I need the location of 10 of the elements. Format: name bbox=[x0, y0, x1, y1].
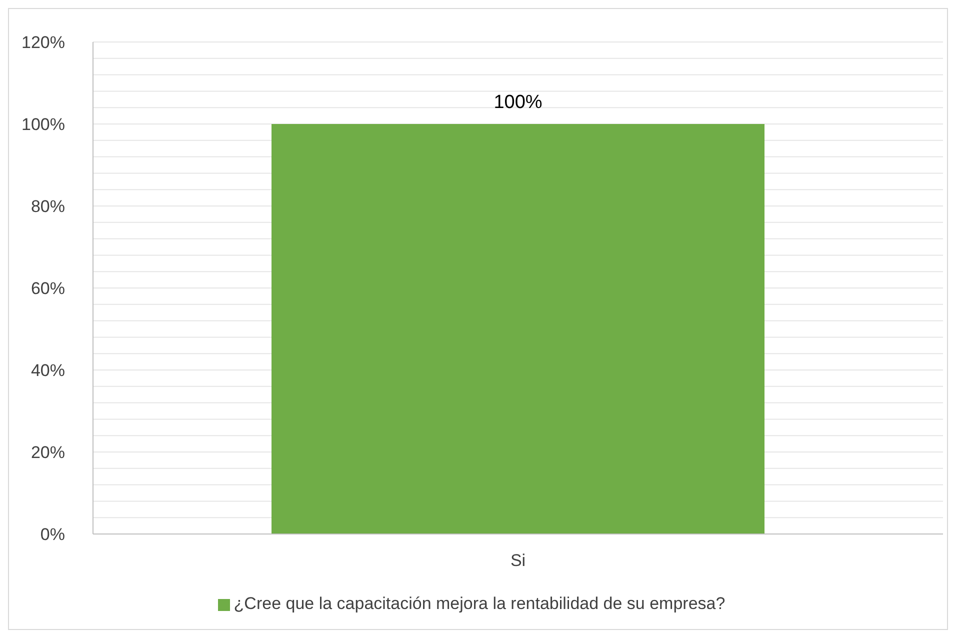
y-tick-label: 60% bbox=[30, 279, 65, 298]
y-tick-label: 40% bbox=[30, 361, 65, 380]
y-tick-label: 20% bbox=[30, 443, 65, 462]
x-tick-label: Si bbox=[510, 551, 526, 570]
y-tick-label: 100% bbox=[22, 115, 65, 134]
legend-label: ¿Cree que la capacitación mejora la rentabilidad de su empresa? bbox=[234, 594, 726, 613]
y-tick-label: 120% bbox=[22, 33, 65, 52]
y-tick-label: 0% bbox=[40, 525, 65, 544]
y-tick-label: 80% bbox=[30, 197, 65, 216]
data-label: 100% bbox=[494, 92, 542, 113]
